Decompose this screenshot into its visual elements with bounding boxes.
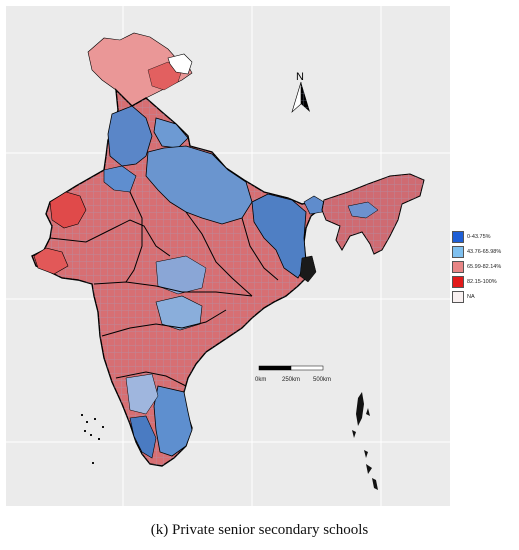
region-karnataka-south — [125, 373, 159, 415]
region-kolkata-dark — [299, 255, 317, 283]
region-aksai-chin — [167, 53, 193, 75]
north-arrow-icon: N — [291, 71, 310, 113]
scale-bar: 0km 250km 500km — [255, 365, 331, 383]
legend-item: 82.15-100% — [452, 275, 516, 289]
figure-caption: (k) Private senior secondary schools — [150, 522, 369, 538]
legend: 0-43.75% 43.76-65.98% 65.99-82.14% 82.15… — [452, 230, 516, 305]
legend-swatch — [452, 261, 464, 273]
region-kerala — [129, 415, 157, 459]
lakshadweep-islands — [81, 414, 104, 464]
region-tamilnadu — [153, 385, 193, 457]
legend-swatch — [452, 276, 464, 288]
legend-swatch — [452, 246, 464, 258]
north-label: N — [296, 71, 304, 83]
legend-swatch — [452, 291, 464, 303]
legend-label: 43.76-65.98% — [467, 249, 502, 255]
region-punjab-haryana — [107, 105, 153, 167]
andaman-nicobar-islands — [352, 392, 378, 490]
region-gujarat-west — [49, 191, 87, 229]
northeast-texture — [322, 174, 424, 254]
legend-label: 0-43.75% — [467, 234, 491, 240]
legend-item: 65.99-82.14% — [452, 260, 516, 274]
legend-label: 82.15-100% — [467, 279, 497, 285]
scale-label-500: 500km — [313, 377, 331, 383]
state-boundaries — [49, 191, 279, 387]
map-panel: N 0km 250km 500km — [6, 6, 450, 506]
india-district-map: N 0km 250km 500km — [6, 6, 450, 506]
scale-label-250: 250km — [282, 377, 300, 383]
legend-label: 65.99-82.14% — [467, 264, 502, 270]
region-assam-blue — [347, 201, 379, 219]
region-kutch — [33, 247, 69, 275]
legend-swatch — [452, 231, 464, 243]
legend-item: 0-43.75% — [452, 230, 516, 244]
legend-label: NA — [467, 294, 475, 300]
legend-item: NA — [452, 290, 516, 304]
scale-label-0: 0km — [255, 377, 266, 383]
legend-item: 43.76-65.98% — [452, 245, 516, 259]
